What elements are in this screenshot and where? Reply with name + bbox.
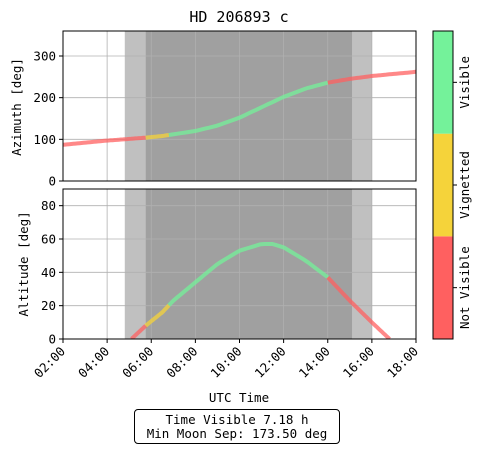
x-tick-label: 04:00 <box>75 344 112 381</box>
altitude-segment-visible <box>167 242 329 307</box>
info-box: Time Visible 7.18 h Min Moon Sep: 173.50… <box>134 409 340 444</box>
altitude-segment-vignetted <box>144 303 171 328</box>
colorbar-label: Visible <box>457 56 472 109</box>
y-tick-label: 80 <box>41 198 56 213</box>
altitude-segment-not-visible <box>326 275 391 339</box>
azimuth-axis-label: Azimuth [deg] <box>9 58 24 156</box>
colorbar-swatch <box>433 133 453 237</box>
x-tick-label: 16:00 <box>340 344 377 381</box>
chart-title: HD 206893 c <box>189 8 288 26</box>
colorbar-label: Vignetted <box>457 151 472 219</box>
curve-group <box>130 242 391 339</box>
moon-sep-text: Min Moon Sep: 173.50 deg <box>146 426 328 441</box>
y-tick-label: 0 <box>48 174 56 189</box>
azimuth-segment-not-visible <box>327 69 416 85</box>
colorbar-frame <box>432 30 454 340</box>
altitude-segment-not-visible <box>130 324 148 339</box>
x-tick-label: 12:00 <box>252 344 289 381</box>
azimuth-segment-not-visible <box>63 135 146 147</box>
y-tick-label: 60 <box>41 232 56 247</box>
y-tick-label: 100 <box>33 132 56 147</box>
x-tick-label: 18:00 <box>384 344 421 381</box>
x-tick-label: 02:00 <box>31 344 68 381</box>
x-axis-label: UTC Time <box>209 390 269 405</box>
night-shade <box>145 189 353 339</box>
y-tick-label: 300 <box>33 49 56 64</box>
night-shade <box>145 31 353 181</box>
colorbar-label: Not Visible <box>457 246 472 329</box>
colorbar-swatch <box>433 31 453 134</box>
time-visible-text: Time Visible 7.18 h <box>165 412 309 427</box>
azimuth-panel: 0 100 200 300 <box>33 30 417 189</box>
panel-frame <box>62 30 417 182</box>
y-tick-label: 0 <box>48 332 56 347</box>
y-tick-label: 40 <box>41 265 56 280</box>
x-tick-label: 08:00 <box>163 344 200 381</box>
x-tick-label: 10:00 <box>207 344 244 381</box>
x-tick-label: 14:00 <box>296 344 333 381</box>
colorbar-swatch <box>433 236 453 339</box>
visibility-colorbar: Not Visible Vignetted Visible <box>432 30 472 340</box>
y-tick-label: 20 <box>41 298 56 313</box>
azimuth-segment-vignetted <box>145 133 170 140</box>
x-tick-label: 06:00 <box>119 344 156 381</box>
altitude-axis-label: Altitude [deg] <box>16 211 31 316</box>
altitude-panel: 0 20 40 60 80 <box>41 188 417 347</box>
curve-group <box>63 69 416 147</box>
y-tick-label: 200 <box>33 90 56 105</box>
x-tick-labels: 02:00 04:00 06:00 08:00 10:00 12:00 14:00 16:00… <box>31 339 421 381</box>
azimuth-segment-visible <box>168 80 329 137</box>
